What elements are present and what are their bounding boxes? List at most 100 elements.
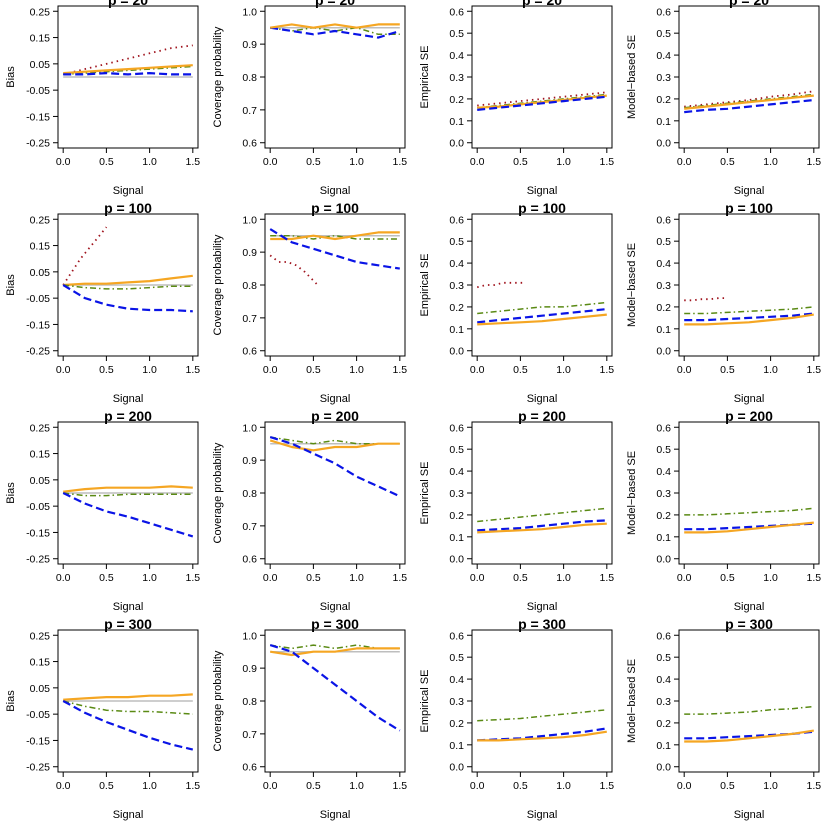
y-tick-label: 0.6 — [656, 630, 671, 642]
x-tick-label: 1.0 — [349, 364, 364, 376]
x-tick-label: 1.0 — [349, 572, 364, 584]
y-tick-label: 0.5 — [656, 444, 671, 456]
x-axis-label: Signal — [113, 809, 144, 821]
x-tick-label: 0.0 — [56, 780, 71, 792]
series-line-blue — [477, 727, 607, 742]
x-tick-label: 1.5 — [600, 156, 615, 168]
plot-frame — [678, 213, 820, 357]
series-line-red — [62, 44, 193, 76]
x-tick-label: 0.0 — [56, 364, 71, 376]
x-tick-label: 1.0 — [763, 780, 778, 792]
y-tick-label: 0.8 — [242, 280, 257, 292]
panel-title: p = 200 — [725, 408, 773, 424]
y-tick-label: 0.5 — [656, 236, 671, 248]
y-tick-label: 0.7 — [242, 105, 257, 117]
y-tick-label: 0.3 — [656, 696, 671, 708]
series-line-blue — [269, 644, 401, 732]
y-tick-label: -0.05 — [26, 501, 50, 513]
y-tick-label: 0.2 — [449, 94, 464, 106]
y-tick-label: 0.2 — [449, 510, 464, 522]
x-tick-label: 0.5 — [306, 780, 321, 792]
series-line-orange — [63, 274, 193, 287]
panel-title: p = 20 — [729, 0, 769, 8]
series-line-orange — [477, 522, 607, 534]
y-tick-label: 0.6 — [242, 762, 257, 774]
y-tick-label: 0.05 — [30, 267, 51, 279]
x-tick-label: 1.5 — [600, 364, 615, 376]
panel-title: p = 300 — [725, 616, 773, 632]
y-tick-label: 0.3 — [656, 72, 671, 84]
panel-2-2: p = 200 0.0 0.1 0.2 0.3 0.4 0.5 0.6 0.0 0.5 1.0 1.5… — [419, 408, 614, 613]
x-tick-label: 1.5 — [807, 572, 822, 584]
y-tick-label: 0.4 — [449, 258, 464, 270]
y-tick-label: 0.7 — [242, 521, 257, 533]
x-tick-label: 0.0 — [56, 572, 71, 584]
x-tick-label: 1.0 — [763, 156, 778, 168]
x-axis-label: Signal — [527, 809, 558, 821]
plot-frame — [471, 629, 613, 773]
x-tick-label: 0.5 — [513, 780, 528, 792]
panel-2-1: p = 200 0.6 0.7 0.8 0.9 1.0 0.0 0.5 1.0 1.5 Signal… — [212, 408, 407, 613]
x-tick-label: 0.5 — [306, 364, 321, 376]
y-tick-label: 0.0 — [449, 762, 464, 774]
series-line-green — [63, 65, 193, 76]
series-line-blue — [63, 71, 193, 76]
x-tick-label: 1.5 — [807, 364, 822, 376]
y-tick-label: 0.9 — [242, 663, 257, 675]
series-line-red — [684, 297, 728, 302]
y-tick-label: -0.15 — [26, 319, 50, 331]
y-tick-label: -0.05 — [26, 85, 50, 97]
y-tick-label: 0.4 — [449, 50, 464, 62]
y-tick-label: 0.05 — [30, 683, 51, 695]
plot-frame — [678, 629, 820, 773]
y-tick-label: 0.8 — [242, 72, 257, 84]
x-tick-label: 0.5 — [306, 572, 321, 584]
series-line-orange — [270, 23, 400, 29]
y-tick-label: -0.25 — [26, 346, 50, 358]
y-tick-label: 0.1 — [656, 532, 671, 544]
x-axis-label: Signal — [527, 185, 558, 197]
x-tick-label: 1.0 — [556, 572, 571, 584]
x-tick-label: 1.5 — [393, 364, 408, 376]
panel-3-3: p = 300 0.0 0.1 0.2 0.3 0.4 0.5 0.6 0.0 0.5 1.0 1.5… — [626, 616, 821, 821]
panel-0-1: p = 20 0.6 0.7 0.8 0.9 1.0 0.0 0.5 1.0 1.5 Signal C… — [212, 0, 407, 197]
plot-frame — [471, 213, 613, 357]
y-tick-label: -0.25 — [26, 138, 50, 150]
y-axis-label: Empirical SE — [419, 670, 431, 733]
x-tick-label: 0.0 — [677, 364, 692, 376]
y-tick-label: 0.6 — [242, 554, 257, 566]
y-tick-label: 0.05 — [30, 59, 51, 71]
y-tick-label: 0.3 — [449, 488, 464, 500]
x-axis-label: Signal — [320, 601, 351, 613]
x-tick-label: 1.0 — [556, 780, 571, 792]
x-tick-label: 0.0 — [677, 572, 692, 584]
x-axis-label: Signal — [734, 393, 765, 405]
panel-title: p = 300 — [104, 616, 152, 632]
panel-title: p = 100 — [104, 200, 152, 216]
panel-title: p = 100 — [518, 200, 566, 216]
series-line-orange — [269, 439, 400, 452]
x-tick-label: 0.5 — [720, 572, 735, 584]
y-tick-label: 0.5 — [449, 652, 464, 664]
y-tick-label: 0.0 — [449, 138, 464, 150]
x-axis-label: Signal — [113, 185, 144, 197]
plot-frame — [57, 629, 199, 773]
y-tick-label: 0.3 — [449, 280, 464, 292]
y-tick-label: 1.0 — [242, 6, 257, 18]
y-tick-label: 0.4 — [656, 50, 671, 62]
y-tick-label: 0.2 — [656, 302, 671, 314]
series-line-orange — [477, 313, 607, 326]
x-tick-label: 0.5 — [720, 364, 735, 376]
y-axis-label: Bias — [5, 66, 17, 88]
panel-title: p = 20 — [315, 0, 355, 8]
x-tick-label: 0.0 — [263, 364, 278, 376]
y-tick-label: 0.5 — [449, 236, 464, 248]
x-tick-label: 1.5 — [186, 780, 201, 792]
x-tick-label: 1.5 — [807, 780, 822, 792]
y-tick-label: 0.8 — [242, 488, 257, 500]
y-tick-label: 0.9 — [242, 39, 257, 51]
x-tick-label: 0.0 — [470, 364, 485, 376]
series-line-orange — [270, 231, 400, 241]
series-line-blue — [684, 98, 814, 114]
x-tick-label: 1.5 — [186, 572, 201, 584]
